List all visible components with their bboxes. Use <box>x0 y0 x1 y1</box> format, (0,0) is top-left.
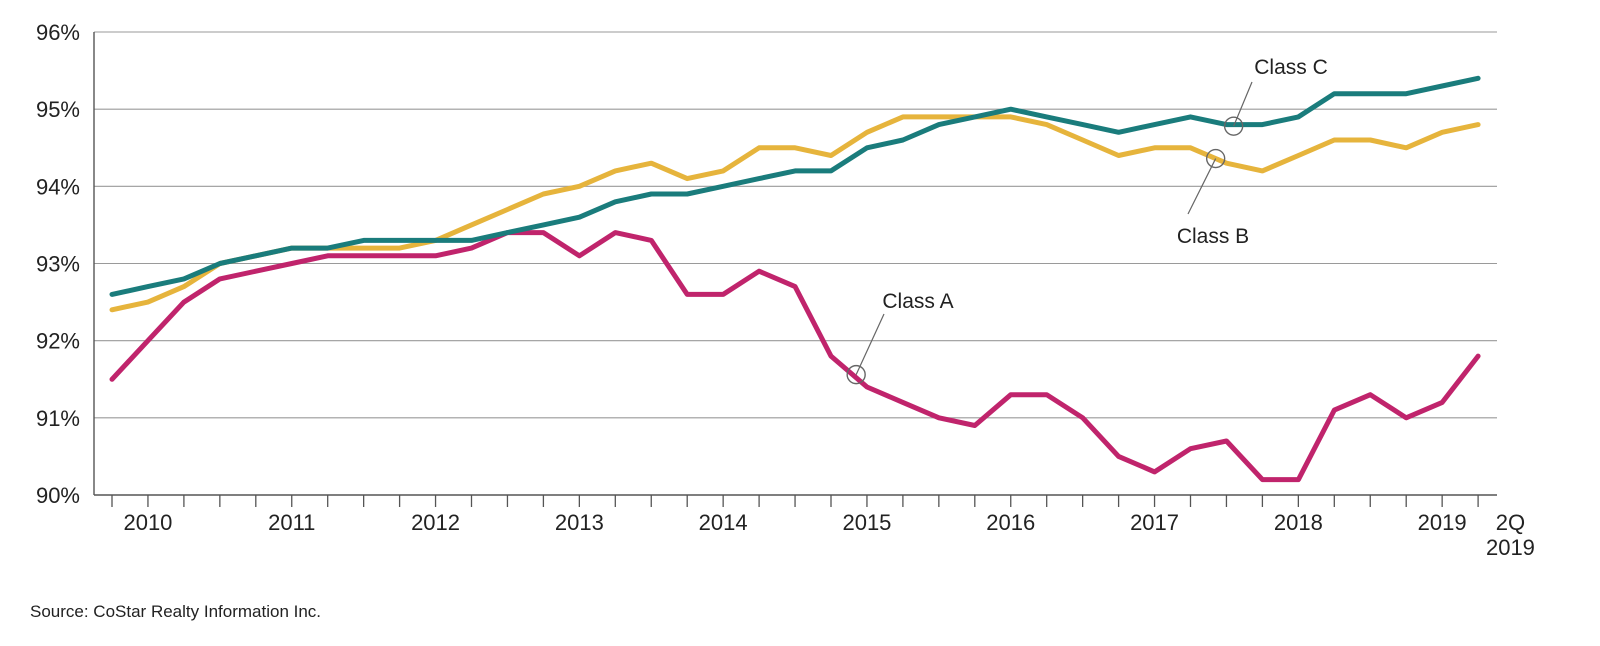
series-lines <box>109 75 1481 483</box>
x-tick-label: 2019 <box>1418 510 1467 535</box>
series-line-class-b <box>109 114 1481 313</box>
x-tick-label: 2014 <box>699 510 748 535</box>
y-tick-label: 96% <box>36 20 80 45</box>
x-tick-label: 2017 <box>1130 510 1179 535</box>
annotation-class-c-label: Class C <box>1254 56 1328 79</box>
y-tick-label: 94% <box>36 174 80 199</box>
x-tick-label: 2Q <box>1496 510 1525 535</box>
gridlines <box>94 31 1497 496</box>
annotations: Class A Class B Class C <box>846 56 1328 385</box>
y-tick-label: 92% <box>36 329 80 354</box>
x-tick-label: 2015 <box>842 510 891 535</box>
x-tick-label: 2012 <box>411 510 460 535</box>
y-tick-label: 93% <box>36 252 80 277</box>
annotation-class-b-leader <box>1187 158 1217 215</box>
annotation-class-a-label: Class A <box>882 290 953 313</box>
series-line-class-a <box>109 230 1481 483</box>
y-tick-label: 91% <box>36 406 80 431</box>
series-line-class-c <box>109 75 1481 297</box>
annotation-class-b-label: Class B <box>1177 225 1249 248</box>
y-tick-label: 95% <box>36 97 80 122</box>
x-axis: 2010 2011 2012 2013 2014 2015 2016 2017 2018 2019… <box>111 495 1535 560</box>
x-tick-label: 2016 <box>986 510 1035 535</box>
annotation-class-c-marker <box>1223 116 1244 136</box>
x-tick-label: 2019 <box>1486 535 1535 560</box>
x-tick-label: 2011 <box>268 510 315 535</box>
annotation-class-a-leader <box>855 313 885 375</box>
y-tick-label: 90% <box>36 483 80 508</box>
x-tick-label: 2013 <box>555 510 604 535</box>
x-tick-label: 2018 <box>1274 510 1323 535</box>
source-note: Source: CoStar Realty Information Inc. <box>30 602 322 621</box>
annotation-class-a-marker <box>846 364 866 385</box>
y-axis: 90% 91% 92% 93% 94% 95% 96% <box>36 20 95 508</box>
annotation-class-c-leader <box>1233 81 1253 127</box>
annotation-class-b-marker <box>1205 148 1226 169</box>
x-tick-label: 2010 <box>123 510 172 535</box>
